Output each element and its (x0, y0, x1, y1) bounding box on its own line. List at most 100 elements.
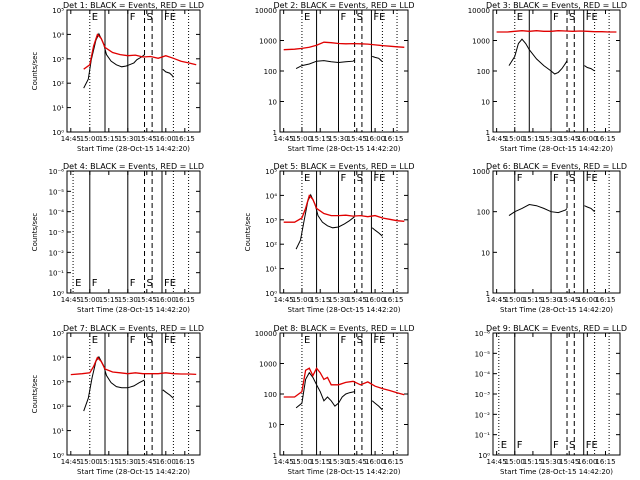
x-axis-label: Start Time (28-Oct-15 14:42:20) (500, 306, 613, 314)
marker-label: E (501, 440, 507, 451)
y-tick-label: 10³ (52, 56, 64, 64)
marker-label: S (569, 12, 575, 23)
marker-label: F (341, 173, 347, 184)
x-tick-label: 15:00 (80, 135, 100, 143)
marker-label: F (553, 440, 559, 451)
plot-frame (66, 9, 201, 133)
x-tick-label: 15:45 (559, 135, 579, 143)
x-tick-label: 14:45 (274, 458, 294, 466)
series-line (295, 193, 355, 250)
x-tick-label: 15:45 (559, 296, 579, 304)
x-tick-label: 15:00 (292, 296, 312, 304)
panel-title: Det 5: BLACK = Events, RED = LLD (274, 162, 415, 171)
x-tick-label: 15:00 (505, 135, 525, 143)
plot-frame (492, 9, 621, 133)
x-tick-label: 15:15 (523, 135, 543, 143)
x-tick-label: 15:45 (559, 458, 579, 466)
series-line (83, 32, 145, 89)
x-tick-label: 15:30 (118, 135, 138, 143)
series-line (371, 227, 383, 237)
x-tick-label: 14:45 (61, 296, 81, 304)
x-tick-label: 14:45 (274, 135, 294, 143)
y-tick-label: 10⁻⁵ (49, 188, 65, 196)
y-tick-label: 10¹ (52, 105, 64, 113)
x-tick-label: 14:45 (274, 296, 294, 304)
panel-det-7: Det 7: BLACK = Events, RED = LLD 10⁰ 10¹ 10… (31, 324, 204, 476)
x-tick-label: 16:00 (365, 135, 385, 143)
y-axis-label: Counts/sec (244, 213, 252, 252)
y-tick-label: 10 (268, 422, 277, 430)
x-tick-label: 15:30 (328, 296, 348, 304)
x-tick-label: 16:00 (365, 296, 385, 304)
series-line (295, 371, 355, 409)
y-tick-label: 10² (52, 403, 64, 411)
x-tick-label: 16:15 (595, 296, 615, 304)
plot-frame (66, 170, 201, 294)
plot-frame (279, 9, 409, 133)
x-tick-label: 15:45 (347, 296, 367, 304)
panel-title: Det 7: BLACK = Events, RED = LLD (63, 324, 204, 333)
series-line (508, 38, 568, 75)
x-tick-label: 15:00 (505, 296, 525, 304)
marker-label: E (304, 173, 310, 184)
panel-title: Det 8: BLACK = Events, RED = LLD (274, 324, 415, 333)
x-tick-label: 14:45 (61, 458, 81, 466)
marker-label: S (569, 440, 575, 451)
series-line (283, 41, 405, 51)
panel-title: Det 6: BLACK = Events, RED = LLD (486, 162, 627, 171)
series-line (162, 68, 174, 78)
y-tick-label: 1000 (472, 38, 490, 46)
y-tick-label: 10³ (265, 217, 277, 225)
y-tick-label: 10000 (468, 7, 490, 15)
y-tick-label: 1 (273, 129, 277, 137)
y-tick-label: 10⁰ (52, 129, 64, 137)
panel-title: Det 4: BLACK = Events, RED = LLD (63, 162, 204, 171)
plot-frame (492, 332, 621, 456)
panel-title: Det 2: BLACK = Events, RED = LLD (274, 1, 415, 10)
x-tick-label: 16:00 (577, 135, 597, 143)
panel-det-4: Det 4: BLACK = Events, RED = LLD 10⁰ 10⁻¹ 1… (31, 162, 204, 314)
x-axis-label: Start Time (28-Oct-15 14:42:20) (77, 468, 190, 476)
y-tick-label: 10⁻² (49, 249, 65, 257)
plot-frame (279, 170, 409, 294)
series-line (283, 194, 405, 223)
marker-label: S (357, 335, 363, 346)
x-tick-label: 15:00 (80, 296, 100, 304)
x-tick-label: 15:45 (137, 135, 157, 143)
x-tick-label: 15:30 (328, 135, 348, 143)
y-tick-label: 10² (52, 80, 64, 88)
marker-label: F (341, 335, 347, 346)
x-tick-label: 16:15 (175, 458, 195, 466)
marker-label: S (147, 12, 153, 23)
x-tick-label: 16:15 (175, 296, 195, 304)
y-tick-label: 10⁻¹ (49, 270, 65, 278)
panel-det-6: Det 6: BLACK = Events, RED = LLD 1 10 100 10… (472, 162, 627, 314)
series-line (496, 30, 617, 33)
y-tick-label: 10 (481, 249, 490, 257)
x-tick-label: 15:00 (505, 458, 525, 466)
marker-label: S (357, 12, 363, 23)
x-tick-label: 15:30 (328, 458, 348, 466)
x-tick-label: 16:15 (383, 135, 403, 143)
y-axis-label: Counts/sec (31, 375, 39, 414)
marker-label: E (75, 278, 81, 289)
x-tick-label: 15:15 (310, 135, 330, 143)
marker-label: S (147, 278, 153, 289)
marker-label: F (130, 335, 136, 346)
panel-det-1: Det 1: BLACK = Events, RED = LLD 10⁰ 10¹ 10… (31, 1, 204, 153)
panel-title: Det 9: BLACK = Events, RED = LLD (486, 324, 627, 333)
y-tick-label: 10000 (255, 330, 277, 338)
marker-label: F (92, 278, 98, 289)
marker-label: E (517, 12, 523, 23)
y-tick-label: 10⁻⁵ (475, 350, 491, 358)
x-tick-label: 14:45 (487, 135, 507, 143)
x-tick-label: 15:45 (137, 296, 157, 304)
series-line (584, 205, 595, 213)
y-tick-label: 10⁵ (52, 330, 64, 338)
x-tick-label: 15:45 (137, 458, 157, 466)
x-tick-label: 14:45 (487, 458, 507, 466)
y-tick-label: 10⁻³ (475, 391, 491, 399)
marker-label: FE (373, 335, 385, 346)
x-axis-label: Start Time (28-Oct-15 14:42:20) (288, 306, 401, 314)
